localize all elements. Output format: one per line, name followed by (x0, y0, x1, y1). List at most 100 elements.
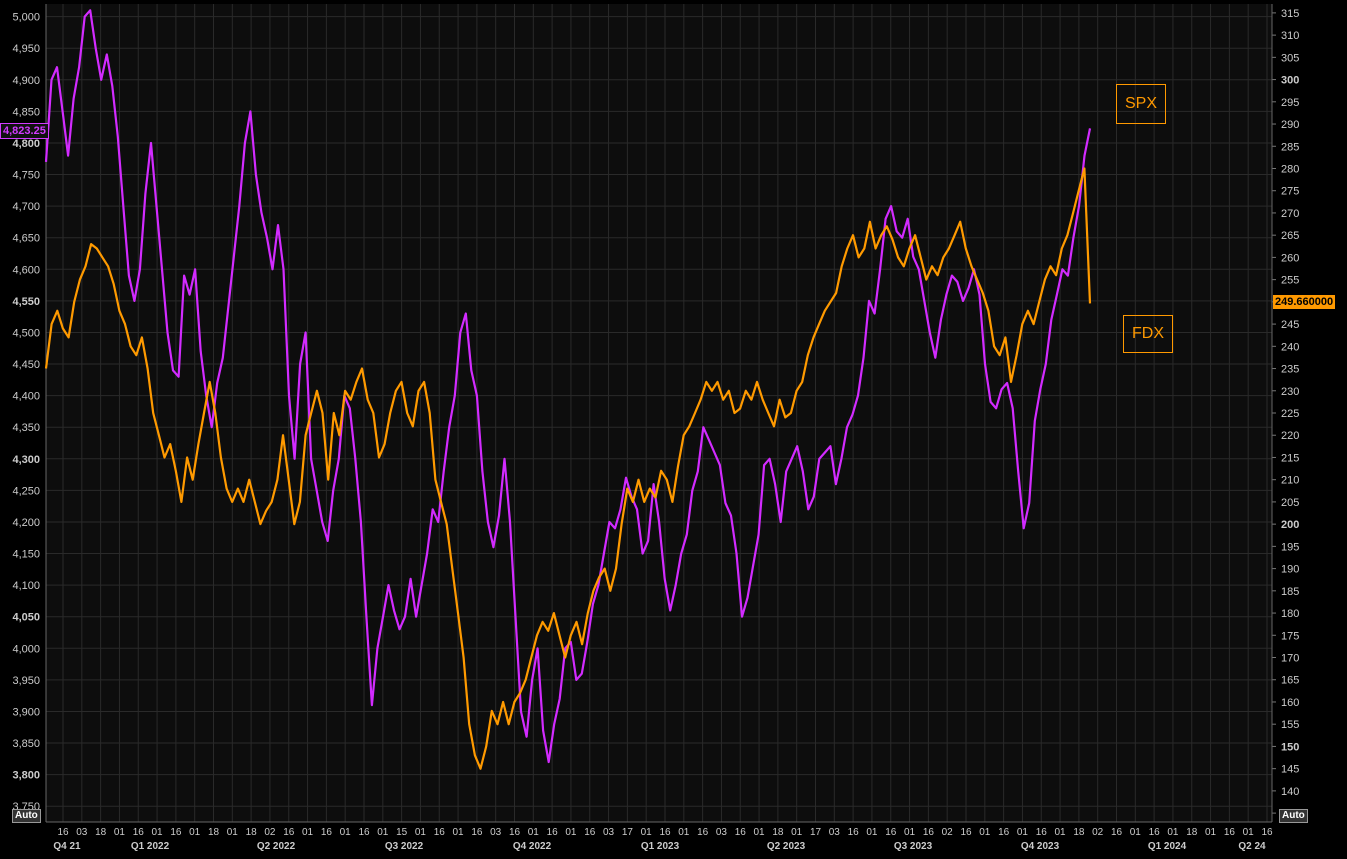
x-tick-label: 16 (471, 827, 483, 838)
fdx-last-price-tag: 249.660000 (1273, 295, 1336, 309)
y-left-tick-label: 4,200 (12, 517, 40, 529)
x-tick-label: 01 (415, 827, 427, 838)
spx-last-price-tag: 4,823.25 (0, 123, 49, 139)
x-tick-label: 01 (302, 827, 314, 838)
y-left-tick-label: 4,250 (12, 485, 40, 497)
y-right-tick-label: 185 (1281, 586, 1299, 598)
x-tick-label: 16 (283, 827, 295, 838)
x-tick-label: 15 (396, 827, 408, 838)
y-right-tick-label: 310 (1281, 30, 1299, 42)
x-period-label: Q4 21 (53, 841, 81, 852)
x-tick-label: 01 (754, 827, 766, 838)
x-tick-label: 16 (1224, 827, 1236, 838)
x-tick-label: 01 (904, 827, 916, 838)
auto-scale-right-button[interactable]: Auto (1279, 809, 1308, 823)
y-right-tick-label: 285 (1281, 141, 1299, 153)
x-tick-label: 16 (358, 827, 370, 838)
y-right-tick-label: 275 (1281, 186, 1299, 198)
x-tick-label: 16 (321, 827, 333, 838)
plot-background (46, 4, 1272, 822)
x-tick-label: 16 (133, 827, 145, 838)
y-left-tick-label: 3,800 (12, 770, 40, 782)
y-right-tick-label: 270 (1281, 208, 1299, 220)
spx-legend-box[interactable]: SPX (1116, 84, 1166, 124)
x-tick-label: 01 (791, 827, 803, 838)
y-left-tick-label: 5,000 (12, 12, 40, 24)
x-tick-label: 01 (453, 827, 465, 838)
x-tick-label: 01 (189, 827, 201, 838)
y-right-tick-label: 300 (1281, 75, 1299, 87)
x-tick-label: 01 (377, 827, 389, 838)
x-tick-label: 16 (735, 827, 747, 838)
x-tick-label: 16 (1149, 827, 1161, 838)
x-tick-label: 16 (960, 827, 972, 838)
x-tick-label: 16 (848, 827, 860, 838)
x-tick-label: 16 (659, 827, 671, 838)
x-period-label: Q2 2022 (257, 841, 296, 852)
y-left-tick-label: 4,750 (12, 170, 40, 182)
y-left-tick-label: 4,000 (12, 643, 40, 655)
y-left-tick-label: 4,650 (12, 233, 40, 245)
y-right-tick-label: 165 (1281, 675, 1299, 687)
y-left-tick-label: 4,850 (12, 106, 40, 118)
x-period-label: Q3 2022 (385, 841, 424, 852)
x-tick-label: 03 (603, 827, 615, 838)
y-left-tick-label: 4,300 (12, 454, 40, 466)
auto-scale-left-button[interactable]: Auto (12, 809, 41, 823)
x-tick-label: 03 (716, 827, 728, 838)
x-tick-label: 01 (528, 827, 540, 838)
y-left-tick-label: 4,500 (12, 327, 40, 339)
x-tick-label: 16 (923, 827, 935, 838)
y-left-tick-label: 4,600 (12, 264, 40, 276)
y-left-tick-label: 4,050 (12, 612, 40, 624)
y-left-tick-label: 4,550 (12, 296, 40, 308)
y-right-tick-label: 295 (1281, 97, 1299, 109)
y-right-tick-label: 150 (1281, 741, 1299, 753)
x-tick-label: 16 (1036, 827, 1048, 838)
y-right-tick-label: 210 (1281, 475, 1299, 487)
x-tick-label: 18 (772, 827, 784, 838)
x-tick-label: 16 (885, 827, 897, 838)
x-tick-label: 16 (547, 827, 559, 838)
y-left-tick-label: 3,950 (12, 675, 40, 687)
x-tick-label: 18 (246, 827, 258, 838)
x-tick-label: 01 (678, 827, 690, 838)
x-tick-label: 01 (866, 827, 878, 838)
x-tick-label: 16 (434, 827, 446, 838)
y-right-tick-label: 230 (1281, 386, 1299, 398)
y-left-tick-label: 4,950 (12, 43, 40, 55)
x-period-label: Q3 2023 (894, 841, 933, 852)
y-right-tick-label: 220 (1281, 430, 1299, 442)
x-tick-label: 01 (152, 827, 164, 838)
y-right-tick-label: 170 (1281, 653, 1299, 665)
x-tick-label: 01 (641, 827, 653, 838)
y-left-tick-label: 4,900 (12, 75, 40, 87)
x-tick-label: 17 (810, 827, 822, 838)
x-tick-label: 03 (829, 827, 841, 838)
x-tick-label: 16 (1111, 827, 1123, 838)
fdx-legend-box[interactable]: FDX (1123, 315, 1173, 353)
y-right-tick-label: 140 (1281, 786, 1299, 798)
x-tick-label: 02 (264, 827, 276, 838)
x-tick-label: 16 (584, 827, 596, 838)
x-tick-label: 02 (1092, 827, 1104, 838)
y-left-tick-label: 4,450 (12, 359, 40, 371)
y-right-tick-label: 195 (1281, 541, 1299, 553)
y-left-tick-label: 3,850 (12, 738, 40, 750)
x-tick-label: 01 (1167, 827, 1179, 838)
x-tick-label: 16 (170, 827, 182, 838)
x-tick-label: 18 (1186, 827, 1198, 838)
x-tick-label: 16 (509, 827, 521, 838)
y-left-tick-label: 4,400 (12, 391, 40, 403)
x-period-label: Q1 2023 (641, 841, 680, 852)
y-right-tick-label: 305 (1281, 52, 1299, 64)
x-tick-label: 01 (565, 827, 577, 838)
x-period-label: Q1 2022 (131, 841, 170, 852)
y-right-tick-label: 235 (1281, 364, 1299, 376)
y-right-tick-label: 245 (1281, 319, 1299, 331)
y-left-tick-label: 4,700 (12, 201, 40, 213)
x-tick-label: 01 (1017, 827, 1029, 838)
x-tick-label: 16 (998, 827, 1010, 838)
y-right-tick-label: 160 (1281, 697, 1299, 709)
